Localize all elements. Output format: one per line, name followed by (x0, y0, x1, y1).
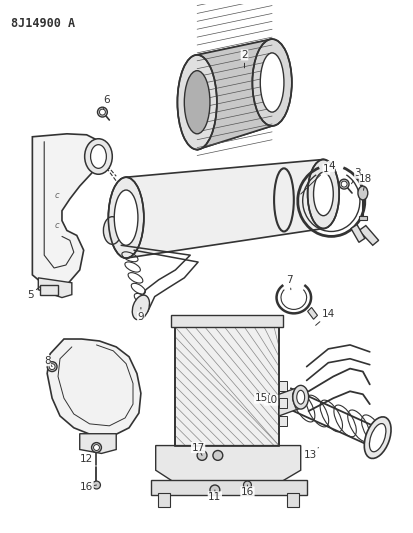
Polygon shape (171, 316, 283, 327)
Polygon shape (351, 224, 365, 243)
Ellipse shape (197, 450, 207, 461)
Text: 11: 11 (208, 490, 221, 502)
Ellipse shape (103, 217, 121, 244)
Text: 9: 9 (138, 308, 144, 322)
Ellipse shape (93, 445, 100, 450)
Polygon shape (126, 159, 323, 258)
Ellipse shape (260, 53, 284, 112)
Text: 18: 18 (359, 174, 373, 190)
Text: 2: 2 (241, 50, 248, 68)
Text: 3: 3 (351, 168, 361, 184)
Ellipse shape (114, 190, 138, 245)
Polygon shape (158, 493, 169, 507)
Ellipse shape (308, 159, 339, 229)
Polygon shape (279, 386, 301, 416)
Text: 1: 1 (301, 164, 330, 194)
Ellipse shape (313, 172, 333, 216)
Ellipse shape (213, 450, 223, 461)
Bar (279, 398, 287, 408)
Bar (359, 216, 367, 220)
Text: 16: 16 (241, 485, 254, 497)
Text: 4: 4 (328, 161, 335, 172)
Ellipse shape (297, 390, 305, 404)
Polygon shape (156, 446, 301, 483)
Text: 17: 17 (192, 442, 205, 455)
Ellipse shape (370, 424, 386, 452)
Polygon shape (287, 493, 299, 507)
Text: 8: 8 (44, 356, 52, 367)
Ellipse shape (358, 186, 368, 200)
Text: 6: 6 (103, 95, 110, 109)
Text: 12: 12 (80, 453, 97, 464)
Bar (40, 285, 58, 295)
Bar (176, 327, 279, 446)
Polygon shape (47, 339, 141, 435)
Ellipse shape (93, 481, 100, 489)
Polygon shape (359, 225, 379, 245)
Ellipse shape (210, 485, 220, 495)
Ellipse shape (244, 481, 252, 489)
Polygon shape (308, 308, 318, 319)
Ellipse shape (49, 364, 55, 369)
Polygon shape (80, 434, 116, 454)
Ellipse shape (92, 442, 102, 453)
Ellipse shape (100, 109, 105, 115)
Bar (176, 327, 279, 446)
Text: 8J14900 A: 8J14900 A (11, 18, 75, 30)
Text: 14: 14 (316, 309, 335, 325)
Ellipse shape (364, 417, 391, 458)
Text: 13: 13 (304, 448, 318, 461)
Text: c: c (55, 221, 59, 230)
Text: 15: 15 (255, 393, 268, 403)
Polygon shape (38, 278, 72, 297)
Bar (279, 416, 287, 426)
Text: 5: 5 (27, 287, 40, 300)
Ellipse shape (108, 177, 144, 258)
Ellipse shape (132, 295, 150, 320)
Text: 10: 10 (265, 393, 278, 405)
Ellipse shape (97, 107, 107, 117)
Ellipse shape (341, 181, 347, 187)
Ellipse shape (252, 39, 292, 126)
Text: 16: 16 (80, 482, 97, 492)
Polygon shape (104, 221, 121, 240)
Text: c: c (55, 191, 59, 200)
Ellipse shape (47, 362, 57, 372)
Ellipse shape (293, 385, 309, 409)
Text: 7: 7 (287, 275, 293, 289)
Polygon shape (151, 480, 306, 495)
Ellipse shape (184, 71, 210, 134)
Ellipse shape (178, 55, 217, 150)
Polygon shape (197, 39, 272, 150)
Ellipse shape (90, 144, 107, 168)
Ellipse shape (85, 139, 112, 174)
Ellipse shape (339, 179, 349, 189)
Bar (279, 382, 287, 391)
Polygon shape (32, 134, 102, 289)
